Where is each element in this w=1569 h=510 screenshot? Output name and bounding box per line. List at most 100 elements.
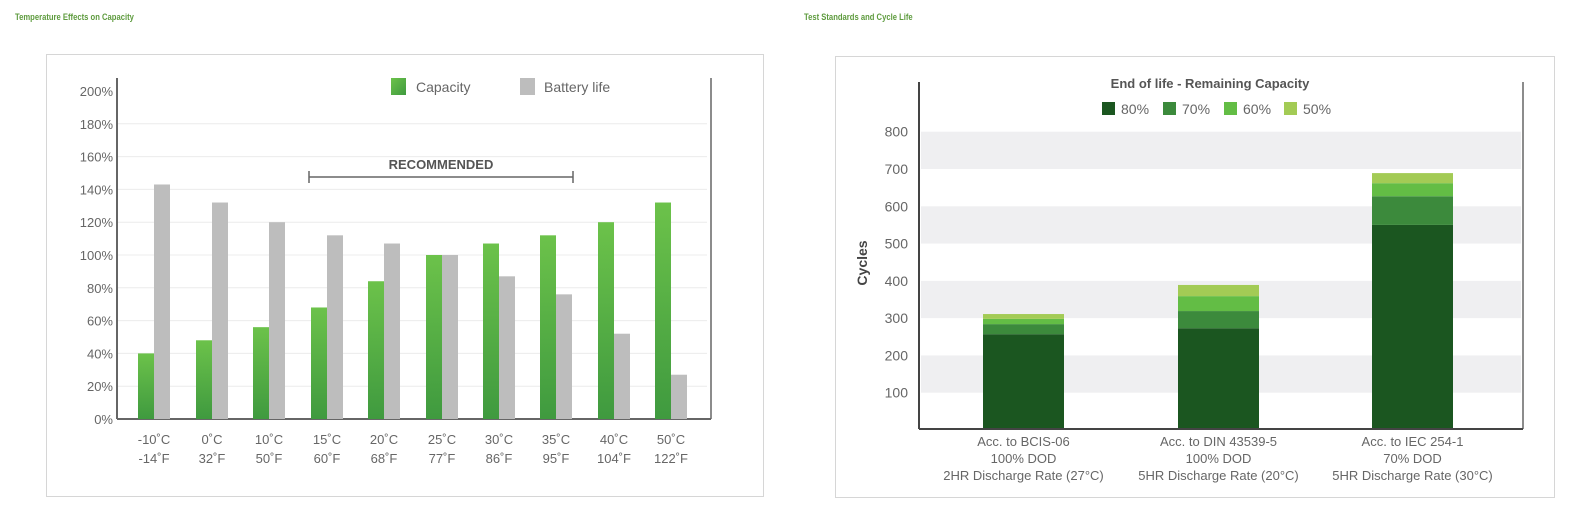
- cycle-life-chart-panel: 100 200 300 400 500 600 700 800 Cycles Acc. to BC…: [835, 56, 1555, 498]
- cycle-life-chart: 100 200 300 400 500 600 700 800 Cycles Acc. to BC…: [854, 76, 1524, 483]
- y-tick-label: 800: [885, 124, 909, 140]
- legend-swatch-70pct: [1163, 102, 1176, 115]
- battery-life-bar: [614, 333, 630, 419]
- y-tick-label: 700: [885, 161, 909, 177]
- capacity-bar: [311, 307, 327, 419]
- y-tick-label: 600: [885, 198, 909, 214]
- y-tick-label: 0%: [94, 412, 113, 427]
- stacked-bar-segment-50pct: [983, 314, 1064, 319]
- stacked-bar-segment-70pct: [1372, 196, 1453, 225]
- temperature-chart-panel: 0% 20% 40% 60% 80% 100% 120% 140% 160% 180% 200% -1…: [46, 54, 764, 497]
- y-tick-label: 180%: [80, 117, 114, 132]
- x-tick-label: 60˚F: [314, 451, 341, 466]
- capacity-bar: [483, 243, 499, 419]
- x-tick-label: 86˚F: [486, 451, 513, 466]
- x-tick-label: 5HR Discharge Rate (30°C): [1332, 468, 1493, 483]
- y-tick-label: 80%: [87, 281, 113, 296]
- stacked-bar-segment-50pct: [1178, 284, 1259, 297]
- recommended-label: RECOMMENDED: [389, 157, 494, 172]
- x-tick-label: 30˚C: [485, 432, 513, 447]
- stacked-bar-segment-80pct: [1178, 328, 1259, 430]
- x-tick-label: 2HR Discharge Rate (27°C): [943, 468, 1104, 483]
- x-tick-label: 20˚C: [370, 432, 398, 447]
- x-tick-label: 95˚F: [543, 451, 570, 466]
- y-tick-label: 500: [885, 236, 909, 252]
- y-tick-label: 40%: [87, 346, 113, 361]
- x-tick-label: 40˚C: [600, 432, 628, 447]
- y-tick-label: 140%: [80, 182, 114, 197]
- legend-swatch-60pct: [1224, 102, 1237, 115]
- x-tick-label: 10˚C: [255, 432, 283, 447]
- legend-label-battery-life: Battery life: [544, 79, 610, 95]
- stacked-bar-segment-80pct: [1372, 224, 1453, 430]
- x-tick-label: 0˚C: [202, 432, 223, 447]
- legend-label: 80%: [1121, 101, 1149, 117]
- battery-life-bar: [556, 294, 572, 419]
- right-section-title: Test Standards and Cycle Life: [804, 12, 913, 22]
- y-tick-label: 160%: [80, 150, 114, 165]
- x-tick-label: 35˚C: [542, 432, 570, 447]
- y-tick-label: 20%: [87, 379, 113, 394]
- capacity-bar: [598, 222, 614, 419]
- x-tick-label: -10˚C: [138, 432, 171, 447]
- x-tick-label: 32˚F: [199, 451, 226, 466]
- y-tick-label: 120%: [80, 215, 114, 230]
- x-tick-label: 25˚C: [428, 432, 456, 447]
- legend-swatch-50pct: [1284, 102, 1297, 115]
- stacked-bar-segment-70pct: [1178, 311, 1259, 329]
- battery-life-bar: [442, 255, 458, 419]
- stacked-bar-segment-80pct: [983, 334, 1064, 430]
- x-tick-label: 15˚C: [313, 432, 341, 447]
- legend-label-capacity: Capacity: [416, 79, 470, 95]
- x-tick-label: -14˚F: [138, 451, 169, 466]
- legend-swatch-capacity: [391, 78, 406, 95]
- legend-swatch-battery-life: [520, 78, 535, 95]
- x-tick-label: 50˚F: [256, 451, 283, 466]
- stacked-bar-segment-60pct: [1372, 183, 1453, 197]
- battery-life-bar: [154, 184, 170, 419]
- x-tick-label: Acc. to IEC 254-1: [1362, 434, 1464, 449]
- battery-life-bar: [327, 235, 343, 419]
- battery-life-bar: [671, 374, 687, 419]
- legend-label: 70%: [1182, 101, 1210, 117]
- stacked-bar-segment-60pct: [983, 318, 1064, 325]
- x-tick-label: 77˚F: [429, 451, 456, 466]
- y-tick-label: 300: [885, 310, 909, 326]
- y-axis-title: Cycles: [854, 240, 870, 285]
- capacity-bar: [196, 340, 212, 419]
- capacity-bar: [540, 235, 556, 419]
- x-tick-label: 104˚F: [597, 451, 631, 466]
- y-tick-label: 200%: [80, 84, 114, 99]
- y-tick-label: 100%: [80, 248, 114, 263]
- x-tick-label: 68˚F: [371, 451, 398, 466]
- x-tick-label: 50˚C: [657, 432, 685, 447]
- x-tick-label: Acc. to DIN 43539-5: [1160, 434, 1277, 449]
- legend-swatch-80pct: [1102, 102, 1115, 115]
- x-tick-label: 122˚F: [654, 451, 688, 466]
- temperature-capacity-chart: 0% 20% 40% 60% 80% 100% 120% 140% 160% 180% 200% -1…: [80, 78, 712, 466]
- x-tick-label: 100% DOD: [1186, 451, 1252, 466]
- x-tick-label: 5HR Discharge Rate (20°C): [1138, 468, 1299, 483]
- x-tick-label: 100% DOD: [991, 451, 1057, 466]
- stacked-bar-segment-50pct: [1372, 173, 1453, 184]
- capacity-bar: [253, 327, 269, 419]
- chart-title: End of life - Remaining Capacity: [1111, 76, 1310, 91]
- stacked-bar-segment-70pct: [983, 324, 1064, 335]
- capacity-bar: [138, 353, 154, 419]
- battery-life-bar: [212, 202, 228, 419]
- legend-label: 60%: [1243, 101, 1271, 117]
- y-tick-label: 400: [885, 273, 909, 289]
- capacity-bar: [426, 255, 442, 419]
- battery-life-bar: [384, 243, 400, 419]
- battery-life-bar: [269, 222, 285, 419]
- stacked-bar-segment-60pct: [1178, 296, 1259, 312]
- capacity-bar: [655, 202, 671, 419]
- x-tick-label: 70% DOD: [1383, 451, 1442, 466]
- y-tick-label: 100: [885, 385, 909, 401]
- x-tick-label: Acc. to BCIS-06: [977, 434, 1069, 449]
- battery-life-bar: [499, 276, 515, 419]
- left-section-title: Temperature Effects on Capacity: [15, 12, 134, 22]
- legend-label: 50%: [1303, 101, 1331, 117]
- grid-band: [921, 131, 1521, 169]
- capacity-bar: [368, 281, 384, 419]
